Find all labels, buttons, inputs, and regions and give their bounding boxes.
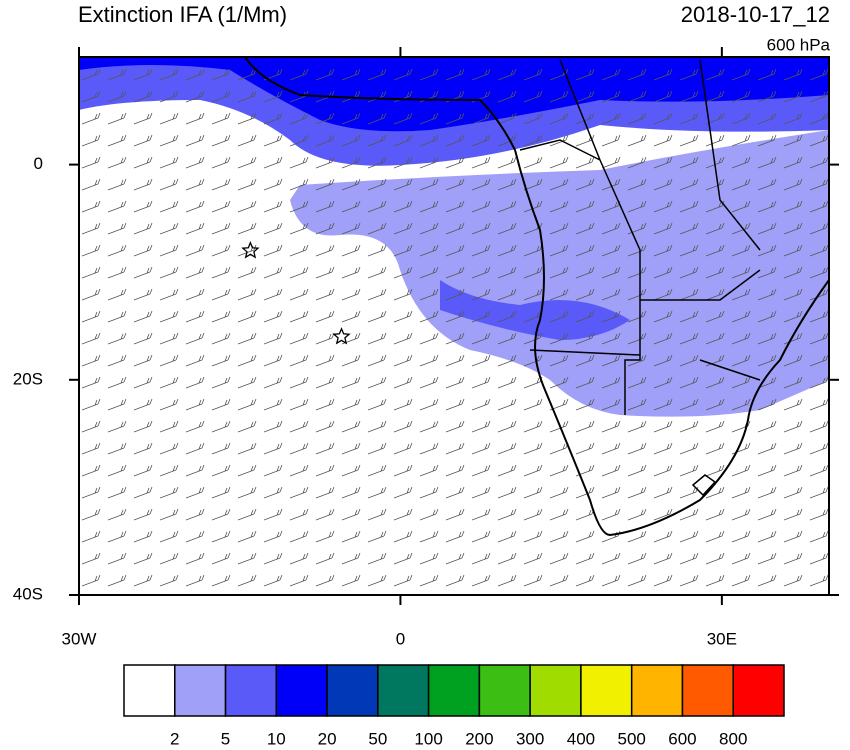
marker-star: [241, 240, 260, 259]
title: Extinction IFA (1/Mm): [78, 2, 287, 27]
level: 600 hPa: [767, 35, 831, 54]
x-tick-label: 30W: [62, 629, 97, 648]
colorbar-label: 500: [618, 729, 646, 748]
colorbar-label: 100: [414, 729, 442, 748]
colorbar-swatch: [275, 664, 328, 717]
time: 2018-10-17_12: [681, 2, 830, 27]
colorbar-label: 600: [668, 729, 696, 748]
colorbar-label: 800: [719, 729, 747, 748]
colorbar-swatch: [630, 664, 684, 717]
colorbar-label: 400: [567, 729, 595, 748]
colorbar-label: 200: [465, 729, 493, 748]
y-tick-label: 0: [34, 154, 43, 173]
colorbar-label: 5: [221, 729, 230, 748]
map-frame: [78, 56, 830, 596]
colorbar-swatch: [326, 664, 379, 717]
marker-star: [332, 327, 351, 345]
y-tick-label: 20S: [13, 369, 43, 388]
y-tick-label: 40S: [13, 584, 43, 603]
colorbar-swatch: [681, 664, 734, 717]
colorbar-label: 50: [368, 729, 387, 748]
colorbar-swatch: [174, 664, 227, 717]
colorbar-swatch: [427, 664, 481, 717]
map-field: [79, 57, 829, 595]
colorbar-swatch: [478, 664, 531, 717]
colorbar-label: 20: [318, 729, 337, 748]
x-tick-label: 0: [396, 629, 405, 648]
colorbar-label: 300: [516, 729, 544, 748]
colorbar-swatch: [377, 664, 430, 717]
colorbar-swatch: [224, 664, 278, 717]
colorbar-swatch: [580, 664, 633, 717]
colorbar-label: 10: [267, 729, 286, 748]
colorbar-swatch: [123, 664, 176, 717]
colorbar-swatch: [732, 664, 785, 717]
colorbar-swatch: [529, 664, 582, 717]
colorbar-label: 2: [170, 729, 179, 748]
x-tick-label: 30E: [707, 629, 737, 648]
